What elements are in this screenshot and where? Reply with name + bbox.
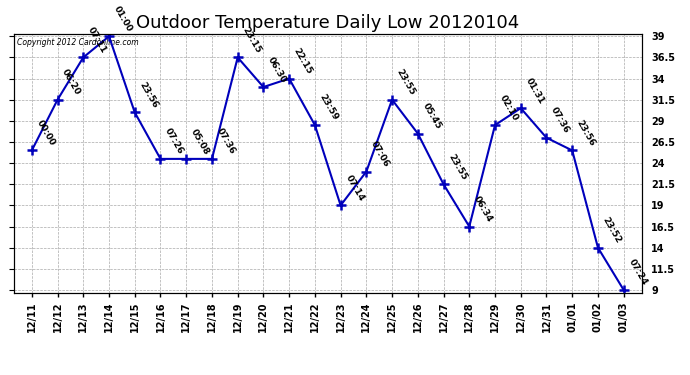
Text: 05:08: 05:08 <box>189 127 211 156</box>
Text: 23:55: 23:55 <box>395 68 417 97</box>
Text: 23:55: 23:55 <box>446 152 469 182</box>
Text: 02:10: 02:10 <box>497 93 520 122</box>
Text: 01:00: 01:00 <box>112 4 134 33</box>
Text: 07:36: 07:36 <box>549 106 571 135</box>
Text: 06:20: 06:20 <box>60 68 82 97</box>
Text: 06:34: 06:34 <box>472 195 494 224</box>
Text: 23:52: 23:52 <box>601 216 623 245</box>
Text: 07:14: 07:14 <box>344 173 366 202</box>
Text: 23:59: 23:59 <box>317 93 340 122</box>
Text: Copyright 2012 Cardonline.com: Copyright 2012 Cardonline.com <box>17 38 139 46</box>
Text: 22:15: 22:15 <box>292 46 314 76</box>
Text: 01:31: 01:31 <box>524 76 546 105</box>
Text: 07:06: 07:06 <box>369 140 391 169</box>
Text: 07:11: 07:11 <box>86 26 108 55</box>
Text: 07:26: 07:26 <box>164 127 186 156</box>
Text: 23:15: 23:15 <box>240 26 263 55</box>
Text: 00:00: 00:00 <box>34 119 57 148</box>
Text: 23:56: 23:56 <box>575 118 597 148</box>
Text: 05:45: 05:45 <box>421 102 443 131</box>
Text: 06:30: 06:30 <box>266 55 288 84</box>
Text: 07:24: 07:24 <box>627 258 649 287</box>
Text: 07:36: 07:36 <box>215 127 237 156</box>
Title: Outdoor Temperature Daily Low 20120104: Outdoor Temperature Daily Low 20120104 <box>136 14 520 32</box>
Text: 23:56: 23:56 <box>137 80 159 110</box>
